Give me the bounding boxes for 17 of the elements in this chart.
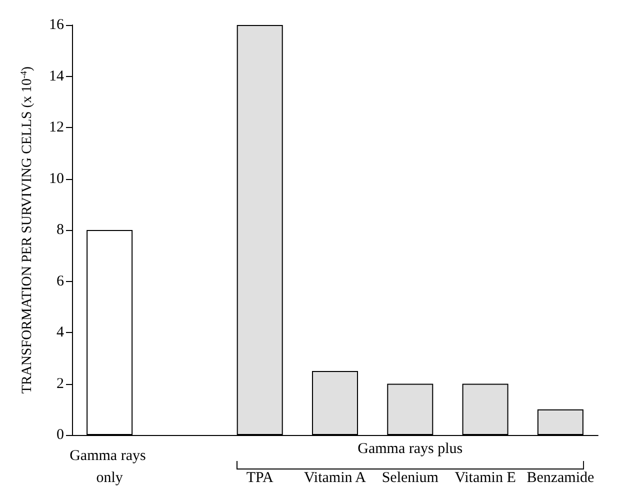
- x-tick-label: Selenium: [382, 470, 439, 486]
- y-tick-label: 10: [49, 170, 64, 187]
- x-tick-label: Benzamide: [526, 470, 594, 486]
- y-tick-label: 4: [56, 324, 64, 340]
- text: Gamma rays plus: [356, 441, 464, 458]
- x-tick-label: Vitamin E: [454, 470, 516, 486]
- x-tick-label: Gamma rays only: [70, 448, 150, 486]
- x-tick-label: Vitamin A: [304, 470, 366, 486]
- y-tick-label: 6: [56, 273, 64, 290]
- x-tick-label: TPA: [246, 470, 274, 486]
- y-tick-label: 8: [56, 222, 64, 238]
- y-tick-label: 2: [56, 376, 64, 392]
- y-axis-title: TRANSFORMATION PER SURVIVING CELLS (x 10-4): [18, 66, 35, 394]
- y-tick-label: 16: [49, 17, 64, 33]
- y-tick-label: 14: [49, 68, 64, 84]
- y-tick-label: 12: [49, 120, 64, 136]
- y-tick-label: 0: [56, 427, 64, 443]
